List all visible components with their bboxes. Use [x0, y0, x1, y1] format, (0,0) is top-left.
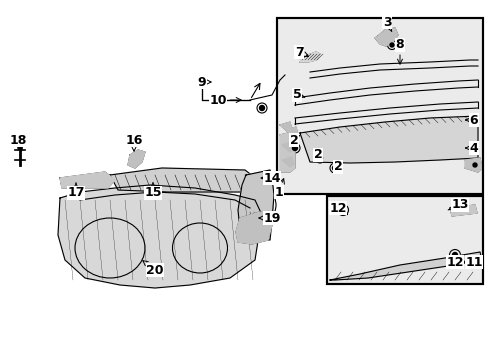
Polygon shape [374, 28, 397, 46]
Text: 18: 18 [9, 134, 27, 151]
Text: 2: 2 [313, 148, 322, 162]
Polygon shape [58, 185, 262, 288]
Polygon shape [299, 52, 319, 62]
Text: 4: 4 [465, 141, 477, 154]
Circle shape [389, 43, 393, 47]
Text: 10: 10 [209, 94, 241, 107]
Circle shape [472, 163, 476, 167]
Text: 15: 15 [144, 183, 162, 199]
Circle shape [340, 207, 345, 212]
Circle shape [259, 105, 264, 111]
Polygon shape [449, 205, 476, 216]
Bar [276, 18, 482, 194]
Polygon shape [280, 122, 291, 132]
Polygon shape [280, 132, 294, 172]
Text: 5: 5 [292, 89, 304, 102]
Text: 2: 2 [289, 134, 299, 147]
Text: 20: 20 [142, 261, 163, 276]
Text: 9: 9 [197, 76, 211, 89]
Text: 19: 19 [259, 211, 280, 225]
Polygon shape [110, 168, 258, 192]
Text: 6: 6 [465, 113, 477, 126]
Text: 13: 13 [447, 198, 468, 211]
Text: 11: 11 [462, 256, 482, 269]
Polygon shape [236, 212, 271, 244]
Polygon shape [60, 172, 115, 188]
Circle shape [292, 145, 297, 150]
Polygon shape [238, 170, 273, 240]
Polygon shape [329, 252, 481, 280]
Polygon shape [285, 127, 297, 137]
Circle shape [317, 156, 322, 161]
Text: 8: 8 [395, 39, 404, 64]
Text: 3: 3 [382, 15, 391, 32]
Text: 7: 7 [294, 45, 308, 58]
Text: 1: 1 [274, 179, 284, 198]
Bar [276, 18, 482, 194]
Bar [326, 196, 482, 284]
Polygon shape [464, 158, 481, 172]
Polygon shape [282, 142, 293, 152]
Text: 16: 16 [125, 134, 142, 151]
Text: 12: 12 [446, 256, 463, 269]
Text: 17: 17 [67, 183, 84, 199]
Polygon shape [282, 157, 293, 167]
Circle shape [18, 146, 22, 150]
Polygon shape [299, 116, 477, 163]
Text: 2: 2 [333, 161, 342, 174]
Circle shape [451, 252, 457, 257]
Circle shape [332, 166, 337, 171]
Text: 14: 14 [261, 171, 280, 184]
Bar [326, 196, 482, 284]
Polygon shape [128, 150, 145, 168]
Text: 12: 12 [328, 202, 347, 215]
